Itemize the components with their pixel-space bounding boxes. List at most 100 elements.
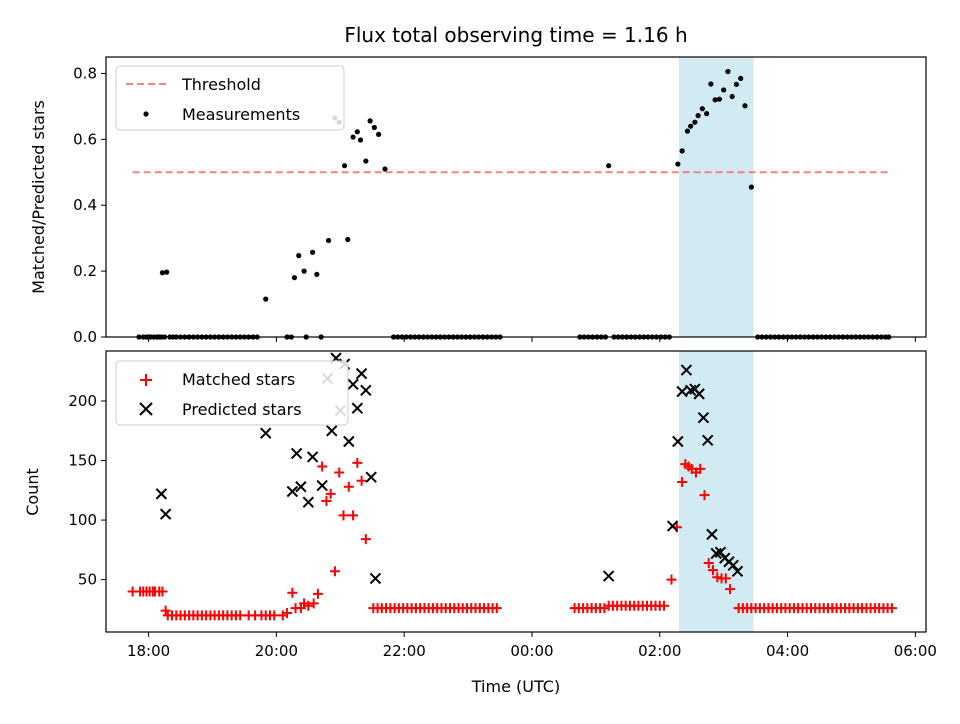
- matched-star-point: [269, 610, 280, 621]
- measurement-point: [350, 134, 356, 140]
- matched-star-point: [886, 603, 897, 614]
- measurement-point: [688, 123, 694, 129]
- x-tick-label: 22:00: [383, 642, 426, 660]
- predicted-star-point: [672, 435, 684, 448]
- measurement-point: [164, 269, 170, 275]
- matched-star-point: [329, 566, 340, 577]
- measurement-point: [721, 87, 727, 93]
- predicted-star-point: [369, 572, 382, 585]
- predicted-star-point: [155, 488, 168, 500]
- y-tick-label: 50: [78, 571, 97, 589]
- measurement-point: [695, 113, 701, 119]
- x-tick-label: 00:00: [510, 642, 553, 660]
- predicted-star-point: [295, 481, 307, 493]
- x-axis-label: Time (UTC): [471, 677, 560, 696]
- matched-star-point: [725, 584, 736, 595]
- measurement-point: [291, 275, 298, 281]
- predicted-star-point: [714, 546, 727, 558]
- legend-swatch-predicted: [139, 402, 153, 416]
- measurement-point: [367, 118, 373, 124]
- matched-star-point: [338, 510, 349, 521]
- measurement-point: [748, 184, 754, 190]
- predicted-star-point: [286, 485, 299, 498]
- measurement-point: [309, 249, 316, 255]
- highlight-span: [678, 351, 754, 632]
- y-tick-label: 0.8: [73, 64, 97, 82]
- measurement-point: [692, 119, 698, 125]
- measurement-point: [376, 131, 382, 138]
- matched-star-point: [287, 587, 298, 598]
- predicted-star-point: [731, 565, 744, 577]
- predicted-star-point: [666, 520, 679, 532]
- legend-box: [115, 360, 349, 426]
- legend: Threshold Measurements: [115, 65, 345, 131]
- measurement-point: [325, 237, 332, 244]
- bottom-panel: 50 100 150 200 18:00 20:00 22:00 00:00 02:00 04:…: [23, 350, 937, 696]
- legend-label-predicted: Predicted stars: [182, 400, 302, 419]
- legend-box: [115, 65, 345, 131]
- chart-title: Flux total observing time = 1.16 h: [344, 23, 687, 47]
- matched-star-point: [303, 600, 314, 611]
- predicted-star-point: [306, 451, 319, 463]
- measurement-point: [699, 106, 705, 112]
- matched-star-point: [360, 534, 371, 545]
- matched-star-point: [348, 510, 359, 521]
- measurement-point: [354, 129, 360, 135]
- plot-frame: [105, 350, 927, 633]
- x-tick-label: 02:00: [638, 642, 681, 660]
- measurement-point: [159, 270, 166, 276]
- measurement-point: [314, 271, 320, 278]
- matched-star-point: [235, 610, 246, 621]
- predicted-star-point: [365, 471, 377, 483]
- predicted-star-point: [302, 496, 315, 508]
- y-axis-label: Count: [23, 468, 42, 516]
- measurement-point: [263, 296, 269, 302]
- predicted-star-point: [360, 384, 372, 396]
- measurement-point: [345, 236, 351, 243]
- legend: Matched stars Predicted stars: [115, 360, 349, 426]
- matched-star-point: [677, 476, 688, 487]
- matched-star-point: [703, 557, 714, 568]
- measurement-point: [712, 97, 718, 103]
- matched-star-point: [317, 461, 328, 472]
- measurement-point: [725, 68, 731, 75]
- matched-star-point: [160, 605, 171, 616]
- measurement-point: [382, 166, 388, 172]
- measurement-point: [679, 148, 685, 154]
- matched-star-point: [356, 475, 367, 486]
- matched-star-point: [659, 600, 670, 611]
- predicted-star-point: [316, 479, 328, 492]
- matched-star-point: [491, 603, 502, 614]
- y-tick-label: 100: [68, 511, 97, 529]
- measurement-point: [742, 103, 748, 109]
- predicted-star-point: [326, 425, 338, 437]
- measurement-point: [301, 268, 307, 274]
- measurement-point: [733, 81, 740, 87]
- predicted-star-point: [602, 570, 615, 582]
- top-panel: 0.0 0.2 0.4 0.6 0.8 Flux total observing tim…: [29, 23, 927, 346]
- measurement-point: [716, 96, 723, 102]
- measurement-point: [708, 81, 714, 87]
- matched-star-point: [157, 586, 168, 597]
- predicted-star-point: [260, 427, 272, 439]
- predicted-star-point: [706, 528, 718, 541]
- predicted-star-point: [351, 402, 364, 414]
- measurement-point: [738, 75, 744, 82]
- matched-star-point: [708, 565, 719, 576]
- measurement-point: [363, 158, 369, 164]
- measurement-point: [371, 124, 377, 131]
- matched-star-point: [282, 607, 293, 618]
- y-tick-label: 0.2: [73, 262, 97, 280]
- matched-star-point: [720, 573, 731, 584]
- measurement-point: [341, 163, 348, 169]
- x-tick-label: 04:00: [766, 642, 809, 660]
- measurement-point: [357, 137, 364, 143]
- predicted-star-point: [693, 388, 705, 400]
- matched-star-point: [699, 490, 710, 501]
- predicted-star-point: [347, 378, 359, 391]
- predicted-star-point: [290, 447, 303, 460]
- legend-swatch-measurements: [143, 111, 149, 117]
- matched-star-point: [666, 574, 677, 585]
- legend-label-matched: Matched stars: [182, 370, 295, 389]
